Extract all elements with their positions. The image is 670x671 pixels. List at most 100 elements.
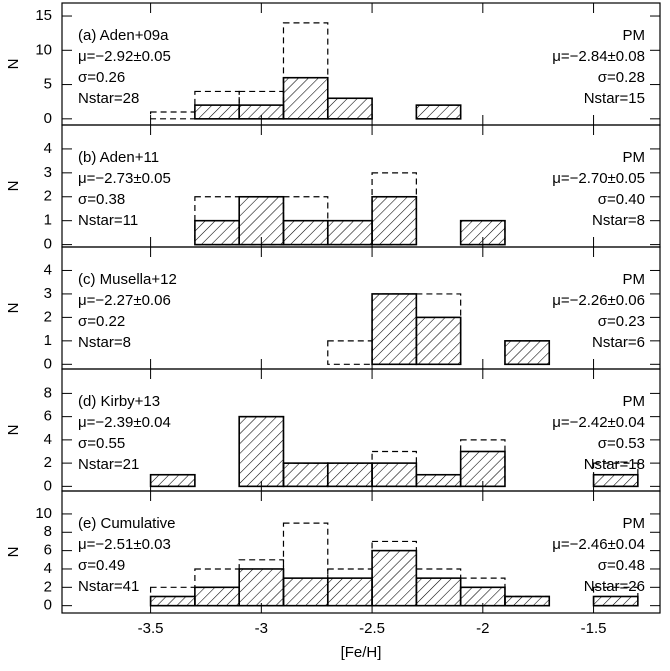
- y-tick-label: 0: [44, 110, 52, 127]
- annotation: μ=−2.46±0.04: [552, 536, 645, 553]
- y-tick-label: 4: [44, 431, 52, 448]
- x-tick-label: -2: [476, 620, 489, 637]
- histogram-bar: [326, 577, 373, 607]
- annotation: σ=0.38: [78, 191, 125, 208]
- y-tick-label: 2: [44, 308, 52, 325]
- annotation: Nstar=8: [78, 334, 131, 351]
- histogram-bar: [592, 473, 639, 488]
- annotation: μ=−2.84±0.08: [552, 48, 645, 65]
- annotation: σ=0.48: [598, 557, 645, 574]
- y-tick-label: 2: [44, 454, 52, 471]
- histogram-bar: [149, 595, 196, 607]
- annotation: σ=0.23: [598, 313, 645, 330]
- y-tick-label: 3: [44, 285, 52, 302]
- annotation: σ=0.22: [78, 313, 125, 330]
- y-axis-label: N: [5, 181, 22, 192]
- histogram-bar: [326, 462, 373, 488]
- y-tick-label: 0: [44, 477, 52, 494]
- annotation: μ=−2.70±0.05: [552, 170, 645, 187]
- annotation: (a) Aden+09a: [78, 27, 169, 44]
- annotation: Nstar=8: [592, 212, 645, 229]
- annotation: μ=−2.42±0.04: [552, 414, 645, 431]
- annotation: μ=−2.27±0.06: [78, 292, 171, 309]
- annotation: Nstar=28: [78, 90, 139, 107]
- histogram-bar: [504, 340, 551, 366]
- annotation: μ=−2.26±0.06: [552, 292, 645, 309]
- y-tick-label: 3: [44, 164, 52, 181]
- annotation: σ=0.55: [78, 435, 125, 452]
- y-tick-label: 8: [44, 523, 52, 540]
- histogram-bar: [592, 595, 639, 607]
- y-tick-label: 8: [44, 384, 52, 401]
- histogram-bar: [194, 104, 240, 120]
- y-axis-label: N: [5, 59, 22, 70]
- annotation: σ=0.40: [598, 191, 645, 208]
- histogram-bar: [504, 595, 551, 607]
- annotation: PM: [623, 393, 646, 410]
- y-tick-label: 2: [44, 188, 52, 205]
- annotation: Nstar=11: [78, 212, 138, 229]
- y-tick-label: 15: [35, 7, 52, 24]
- x-tick-label: -3: [255, 620, 268, 637]
- annotation: PM: [623, 27, 646, 44]
- y-tick-label: 1: [44, 332, 52, 349]
- annotation: (c) Musella+12: [78, 271, 177, 288]
- histogram-bar: [238, 415, 285, 488]
- plot-frame: [61, 490, 661, 614]
- annotation: Nstar=41: [78, 578, 139, 595]
- y-tick-label: 5: [44, 76, 52, 93]
- histogram-bar: [371, 462, 418, 488]
- histogram-bar: [371, 293, 418, 366]
- histogram-bar: [415, 473, 462, 488]
- histogram-bar: [326, 97, 373, 120]
- histogram-bar: [194, 219, 240, 246]
- histogram-outline: [149, 111, 196, 120]
- annotation: μ=−2.73±0.05: [78, 170, 171, 187]
- y-axis-label: N: [5, 303, 22, 314]
- annotation: σ=0.26: [78, 69, 125, 86]
- y-tick-label: 4: [44, 140, 52, 157]
- annotation: σ=0.28: [598, 69, 645, 86]
- histogram-outline: [327, 340, 373, 365]
- annotation: Nstar=21: [78, 456, 139, 473]
- annotation: Nstar=26: [584, 578, 645, 595]
- histogram-bar: [238, 568, 285, 607]
- histogram-bar: [326, 219, 373, 246]
- annotation: PM: [623, 149, 646, 166]
- histogram-bar: [415, 316, 462, 366]
- y-tick-label: 0: [44, 355, 52, 372]
- histogram-bar: [415, 577, 462, 607]
- histogram-bar: [282, 577, 329, 607]
- x-tick-label: -3.5: [138, 620, 164, 637]
- annotation: (d) Kirby+13: [78, 393, 160, 410]
- histogram-bar: [282, 76, 329, 120]
- y-tick-label: 1: [44, 212, 52, 229]
- annotation: μ=−2.51±0.03: [78, 536, 171, 553]
- y-tick-label: 2: [44, 578, 52, 595]
- x-tick-label: -2.5: [359, 620, 385, 637]
- annotation: μ=−2.92±0.05: [78, 48, 171, 65]
- annotation: Nstar=18: [584, 456, 645, 473]
- y-axis-label: N: [5, 425, 22, 436]
- annotation: Nstar=6: [592, 334, 645, 351]
- histogram-bar: [282, 219, 329, 246]
- histogram-bar: [415, 104, 462, 120]
- histogram-bar: [149, 473, 196, 488]
- annotation: PM: [623, 515, 646, 532]
- y-tick-label: 6: [44, 542, 52, 559]
- y-tick-label: 6: [44, 408, 52, 425]
- annotation: σ=0.53: [598, 435, 645, 452]
- y-tick-label: 4: [44, 560, 52, 577]
- y-tick-label: 4: [44, 261, 52, 278]
- y-tick-label: 0: [44, 597, 52, 614]
- y-tick-label: 0: [44, 236, 52, 253]
- annotation: PM: [623, 271, 646, 288]
- histogram-bar: [194, 586, 240, 607]
- y-axis-label: N: [5, 547, 22, 558]
- annotation: μ=−2.39±0.04: [78, 414, 171, 431]
- x-axis-label: [Fe/H]: [341, 644, 382, 661]
- histogram-bar: [282, 462, 329, 488]
- y-tick-label: 10: [35, 41, 52, 58]
- histogram-bar: [459, 586, 506, 607]
